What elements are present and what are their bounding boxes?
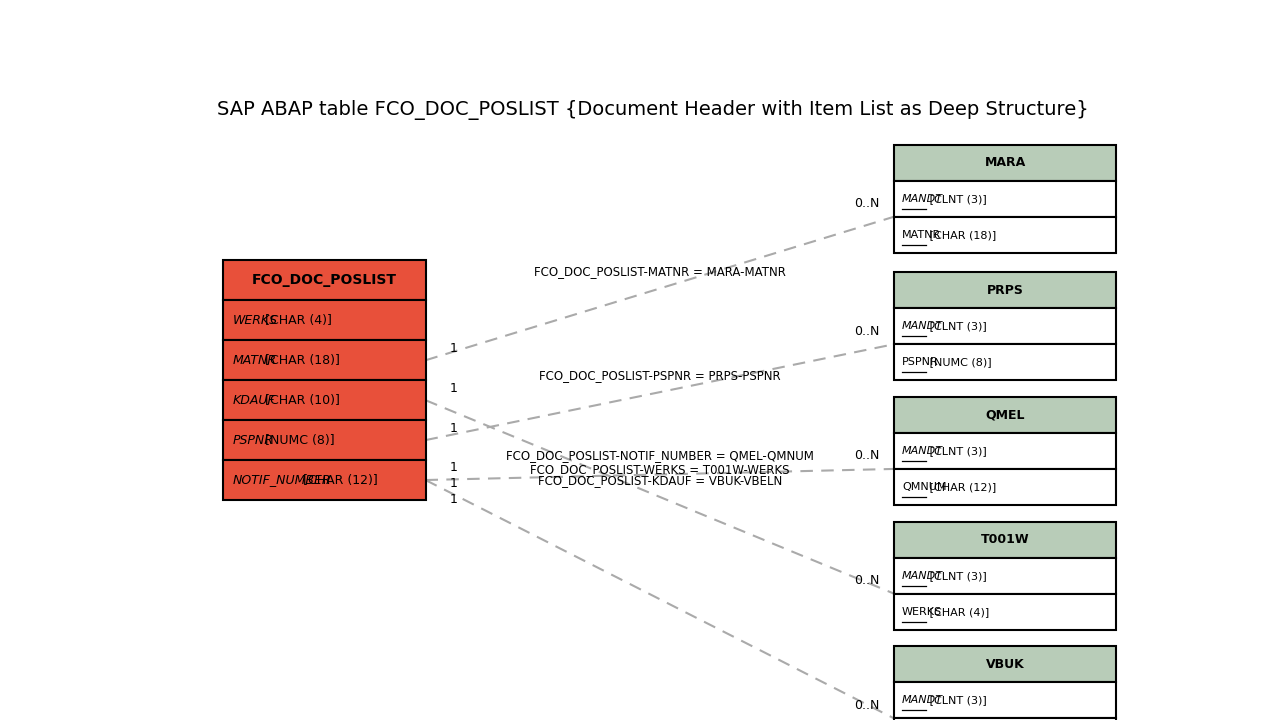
- Text: 0..N: 0..N: [854, 197, 880, 210]
- Bar: [894, 557, 1116, 594]
- Text: MANDT [CLNT (3)]: MANDT [CLNT (3)]: [903, 321, 1003, 331]
- Text: PSPNR: PSPNR: [233, 433, 274, 446]
- Text: [CLNT (3)]: [CLNT (3)]: [927, 571, 988, 580]
- Text: KDAUF: KDAUF: [233, 394, 276, 407]
- Text: [CHAR (18)]: [CHAR (18)]: [927, 230, 997, 240]
- Text: MANDT: MANDT: [903, 194, 943, 204]
- Bar: [894, 521, 1116, 557]
- Text: 1: 1: [451, 342, 458, 355]
- Text: MANDT: MANDT: [903, 571, 943, 580]
- Bar: [223, 300, 425, 341]
- Bar: [894, 308, 1116, 344]
- Text: [CHAR (12)]: [CHAR (12)]: [927, 482, 997, 492]
- Text: WERKS: WERKS: [233, 314, 278, 327]
- Text: 0..N: 0..N: [854, 699, 880, 712]
- Text: MANDT: MANDT: [903, 321, 943, 331]
- Bar: [894, 272, 1116, 308]
- Bar: [894, 181, 1116, 217]
- Text: 1: 1: [451, 492, 458, 505]
- Text: 1: 1: [451, 422, 458, 435]
- Bar: [894, 469, 1116, 505]
- Text: MATNR [CHAR (18)]: MATNR [CHAR (18)]: [903, 230, 1012, 240]
- Text: 0..N: 0..N: [854, 325, 880, 338]
- Bar: [223, 460, 425, 500]
- Bar: [894, 683, 1116, 719]
- Text: QMNUM [CHAR (12)]: QMNUM [CHAR (12)]: [903, 482, 1017, 492]
- Text: [CLNT (3)]: [CLNT (3)]: [927, 321, 988, 331]
- Text: [CHAR (10)]: [CHAR (10)]: [261, 394, 340, 407]
- Bar: [894, 719, 1116, 720]
- Text: [CLNT (3)]: [CLNT (3)]: [927, 696, 988, 706]
- Text: [CHAR (18)]: [CHAR (18)]: [261, 354, 340, 366]
- Text: NOTIF_NUMBER: NOTIF_NUMBER: [233, 474, 332, 487]
- Text: 0..N: 0..N: [854, 574, 880, 587]
- Bar: [894, 647, 1116, 683]
- Text: QMNUM: QMNUM: [903, 482, 947, 492]
- Text: FCO_DOC_POSLIST-PSPNR = PRPS-PSPNR: FCO_DOC_POSLIST-PSPNR = PRPS-PSPNR: [538, 369, 780, 382]
- Bar: [894, 397, 1116, 433]
- Text: MANDT [CLNT (3)]: MANDT [CLNT (3)]: [903, 571, 1003, 580]
- Text: MATNR: MATNR: [233, 354, 278, 366]
- Bar: [894, 433, 1116, 469]
- Text: VBUK: VBUK: [985, 658, 1025, 671]
- Text: 1: 1: [451, 382, 458, 395]
- Bar: [223, 341, 425, 380]
- Bar: [223, 380, 425, 420]
- Text: MANDT: MANDT: [903, 696, 943, 706]
- Text: FCO_DOC_POSLIST-KDAUF = VBUK-VBELN: FCO_DOC_POSLIST-KDAUF = VBUK-VBELN: [537, 474, 782, 487]
- Text: MANDT [CLNT (3)]: MANDT [CLNT (3)]: [903, 446, 1003, 456]
- Text: WERKS: WERKS: [903, 607, 942, 617]
- Text: [CHAR (12)]: [CHAR (12)]: [299, 474, 378, 487]
- Bar: [894, 344, 1116, 380]
- Text: [NUMC (8)]: [NUMC (8)]: [261, 433, 335, 446]
- Text: 1: 1: [451, 477, 458, 490]
- Text: MANDT [CLNT (3)]: MANDT [CLNT (3)]: [903, 696, 1003, 706]
- Text: 0..N: 0..N: [854, 449, 880, 462]
- Text: PRPS: PRPS: [987, 284, 1023, 297]
- Text: WERKS [CHAR (4)]: WERKS [CHAR (4)]: [903, 607, 1006, 617]
- Text: [NUMC (8)]: [NUMC (8)]: [927, 357, 992, 367]
- Text: FCO_DOC_POSLIST: FCO_DOC_POSLIST: [252, 274, 397, 287]
- Text: [CHAR (4)]: [CHAR (4)]: [927, 607, 989, 617]
- Text: FCO_DOC_POSLIST-MATNR = MARA-MATNR: FCO_DOC_POSLIST-MATNR = MARA-MATNR: [533, 266, 785, 279]
- Text: FCO_DOC_POSLIST-NOTIF_NUMBER = QMEL-QMNUM: FCO_DOC_POSLIST-NOTIF_NUMBER = QMEL-QMNU…: [505, 449, 813, 462]
- Text: MANDT [CLNT (3)]: MANDT [CLNT (3)]: [903, 194, 1003, 204]
- Text: T001W: T001W: [980, 533, 1030, 546]
- Text: FCO_DOC_POSLIST-WERKS = T001W-WERKS: FCO_DOC_POSLIST-WERKS = T001W-WERKS: [530, 462, 789, 476]
- Bar: [894, 145, 1116, 181]
- Text: SAP ABAP table FCO_DOC_POSLIST {Document Header with Item List as Deep Structure: SAP ABAP table FCO_DOC_POSLIST {Document…: [216, 100, 1088, 120]
- Text: QMEL: QMEL: [985, 408, 1025, 421]
- Text: PSPNR: PSPNR: [903, 357, 938, 367]
- Text: [CLNT (3)]: [CLNT (3)]: [927, 446, 988, 456]
- Text: [CLNT (3)]: [CLNT (3)]: [927, 194, 988, 204]
- Text: [CHAR (4)]: [CHAR (4)]: [261, 314, 331, 327]
- Text: MANDT: MANDT: [903, 446, 943, 456]
- Text: MARA: MARA: [984, 156, 1026, 169]
- Bar: [223, 261, 425, 300]
- Text: 1: 1: [451, 462, 458, 474]
- Bar: [894, 594, 1116, 630]
- Text: MATNR: MATNR: [903, 230, 941, 240]
- Bar: [223, 420, 425, 460]
- Bar: [894, 217, 1116, 253]
- Text: PSPNR [NUMC (8)]: PSPNR [NUMC (8)]: [903, 357, 1004, 367]
